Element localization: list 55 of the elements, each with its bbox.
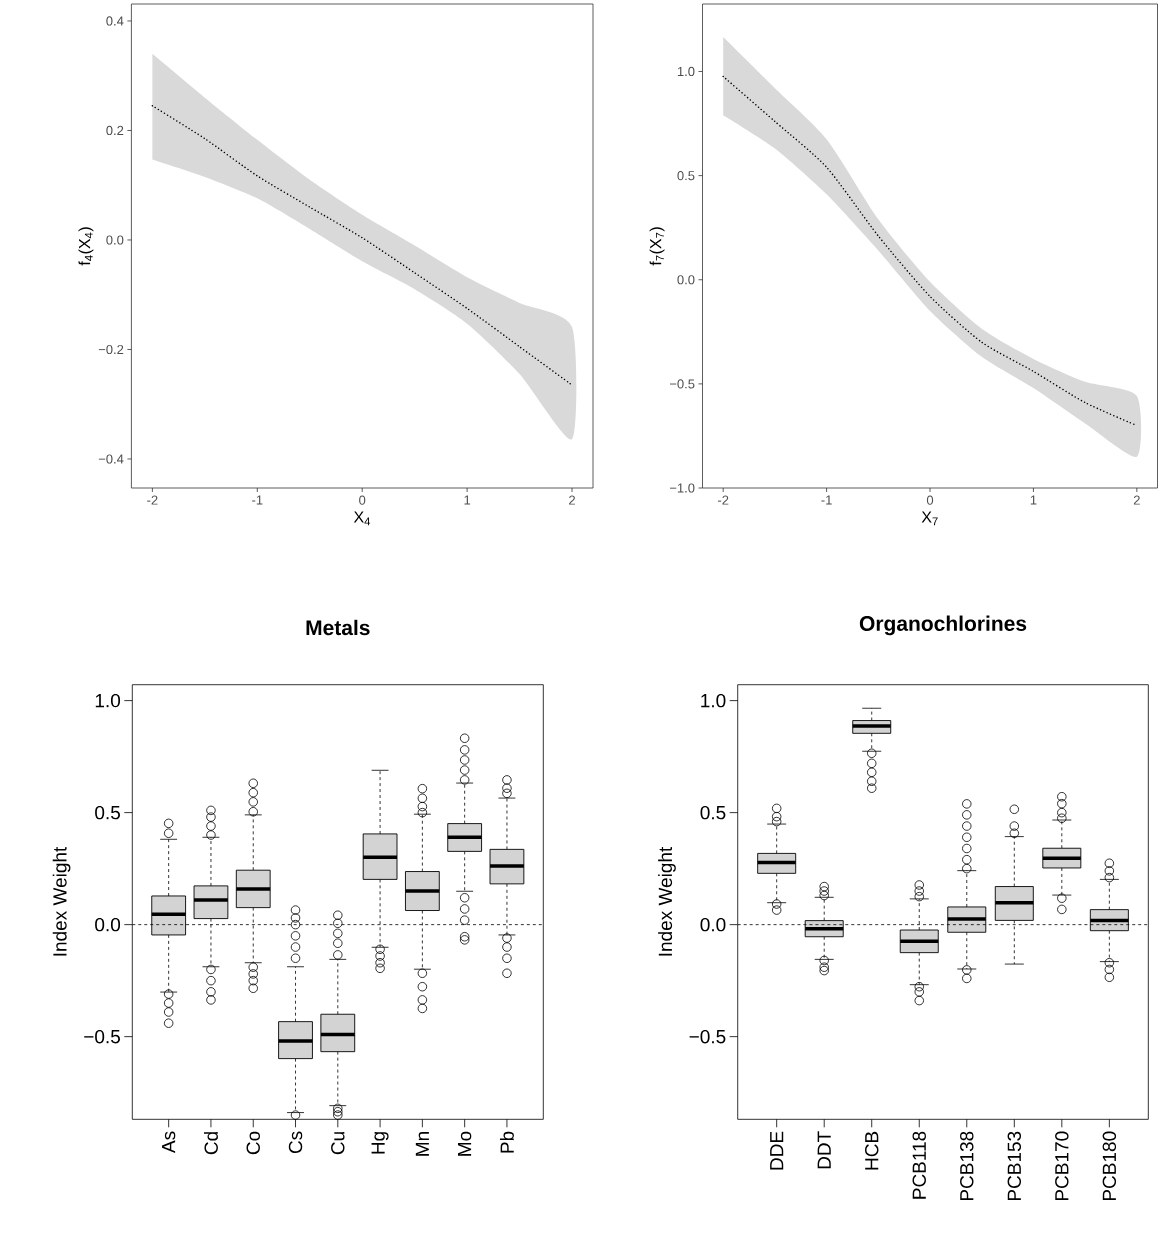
- y-tick-label: −0.4: [98, 454, 124, 464]
- y-tick-label: 0.5: [700, 805, 726, 820]
- x-tick-label: -2: [147, 495, 158, 505]
- y-tick-label: 0.5: [677, 171, 695, 181]
- chart-title: Metals: [306, 619, 370, 636]
- y-axis-title: Index Weight: [658, 846, 676, 956]
- x-tick-label: 2: [1133, 495, 1140, 505]
- x-tick-label: Mn: [415, 1132, 429, 1156]
- x-tick-label: 1: [1030, 495, 1037, 505]
- x-tick-label: Cs: [288, 1131, 303, 1154]
- y-tick-label: −0.5: [689, 1029, 726, 1044]
- y-axis-title: f$_{4}$(X$_{4}$): [78, 227, 94, 266]
- y-tick-label: 0.2: [106, 125, 124, 136]
- x-tick-label: PCB118: [912, 1131, 926, 1199]
- y-tick-label: 0.0: [677, 275, 695, 285]
- x-tick-label: DDE: [770, 1131, 784, 1170]
- y-tick-label: 1.0: [95, 693, 121, 708]
- x-tick-label: Hg: [371, 1132, 389, 1154]
- y-tick-label: 0.0: [700, 917, 726, 932]
- x-tick-label: Co: [246, 1131, 260, 1155]
- x-tick-label: PCB153: [1007, 1131, 1022, 1201]
- y-tick-label: 0.0: [95, 917, 121, 932]
- x-tick-label: HCB: [865, 1131, 879, 1170]
- x-tick-label: PCB180: [1102, 1131, 1117, 1201]
- x-tick-label: 0: [926, 495, 934, 505]
- y-tick-label: 0.0: [106, 235, 124, 245]
- y-tick-label: −0.5: [84, 1029, 120, 1044]
- x-tick-label: -1: [252, 495, 263, 505]
- y-tick-label: 1.0: [701, 693, 726, 708]
- y-tick-label: −0.2: [98, 344, 124, 355]
- y-tick-label: −0.5: [669, 379, 695, 389]
- y-tick-label: 0.4: [106, 16, 124, 26]
- x-tick-label: PCB138: [960, 1131, 974, 1201]
- x-tick-label: DDT: [817, 1131, 831, 1169]
- x-axis-title: X$_{4}$: [353, 511, 371, 526]
- x-tick-label: -2: [717, 495, 729, 505]
- y-tick-label: 1.0: [677, 66, 695, 77]
- x-tick-label: 0: [359, 495, 366, 505]
- line-series: [722, 75, 1138, 427]
- y-axis-title: Index Weight: [52, 846, 71, 956]
- y-axis-title: f$_{7}$(X$_{7}$): [649, 227, 665, 266]
- x-tick-label: PCB170: [1055, 1131, 1069, 1201]
- x-tick-label: 2: [569, 495, 575, 505]
- x-tick-label: Mo: [458, 1131, 472, 1156]
- x-axis-title: X$_{7}$: [921, 511, 938, 526]
- x-tick-label: -1: [821, 495, 832, 505]
- line-series: [151, 105, 573, 386]
- x-tick-label: Pb: [499, 1131, 514, 1153]
- y-tick-label: −1.0: [669, 483, 695, 493]
- chart-title: Organochlorines: [859, 615, 1027, 636]
- y-tick-label: 0.5: [95, 805, 120, 820]
- x-tick-label: Cu: [331, 1132, 345, 1155]
- x-tick-label: 1: [464, 495, 471, 505]
- x-tick-label: As: [162, 1131, 176, 1153]
- x-tick-label: Cd: [203, 1132, 218, 1155]
